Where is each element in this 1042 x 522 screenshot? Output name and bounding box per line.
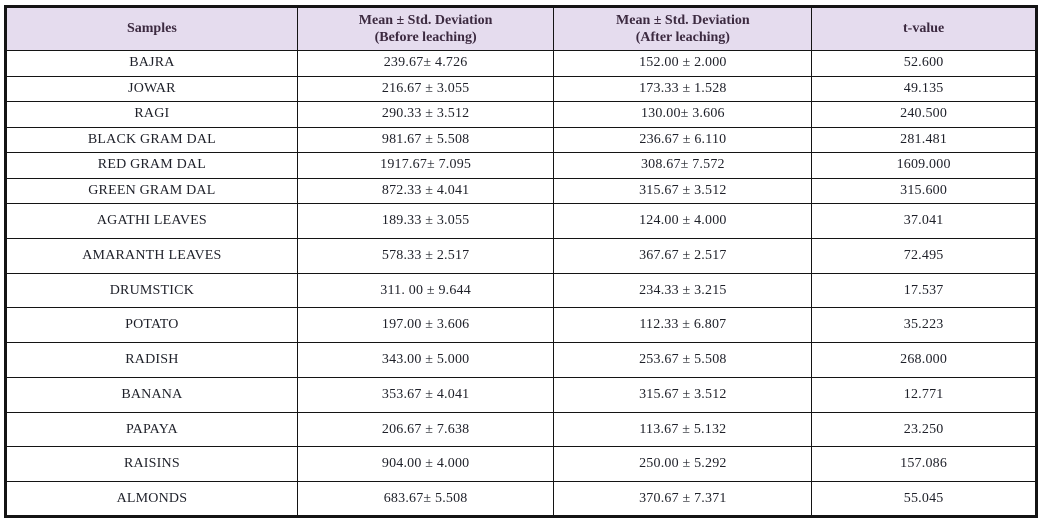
cell-t_value: 52.600	[811, 50, 1037, 77]
cell-t_value: 55.045	[811, 481, 1037, 517]
table-row: BLACK GRAM DAL 981.67 ± 5.508 236.67 ± 6.1…	[5, 126, 1037, 154]
cell-t_value: 1609.000	[811, 152, 1037, 179]
header-row: Samples Mean ± Std. Deviation (Before lea…	[5, 6, 1037, 51]
table-row: ALMONDS 683.67± 5.508 370.67 ± 7.371 55.045	[5, 481, 1037, 517]
cell-t_value: 37.041	[811, 203, 1037, 240]
cell-after: 370.67 ± 7.371	[553, 481, 813, 517]
cell-sample: POTATO	[5, 307, 298, 344]
cell-before: 904.00 ± 4.000	[296, 446, 555, 483]
table-row: RADISH 343.00 ± 5.000 253.67 ± 5.508 268.00…	[5, 342, 1037, 378]
cell-before: 1917.67± 7.095	[296, 152, 555, 179]
table-row: JOWAR 216.67 ± 3.055 173.33 ± 1.528 49.135	[5, 75, 1037, 103]
table-header: Samples Mean ± Std. Deviation (Before lea…	[5, 6, 1037, 51]
cell-before: 353.67 ± 4.041	[296, 376, 555, 413]
column-header-after: Mean ± Std. Deviation (After leaching)	[553, 6, 813, 51]
cell-t_value: 315.600	[811, 177, 1037, 205]
cell-t_value: 157.086	[811, 446, 1037, 483]
cell-before: 206.67 ± 7.638	[296, 411, 555, 448]
table-row: GREEN GRAM DAL 872.33 ± 4.041 315.67 ± 3.5…	[5, 177, 1037, 205]
cell-after: 315.67 ± 3.512	[553, 177, 813, 205]
table-row: RAGI 290.33 ± 3.512 130.00± 3.606 240.500	[5, 101, 1037, 128]
table-row: PAPAYA 206.67 ± 7.638 113.67 ± 5.132 23.250	[5, 411, 1037, 448]
cell-sample: AMARANTH LEAVES	[5, 238, 298, 274]
cell-after: 173.33 ± 1.528	[553, 75, 813, 103]
cell-after: 152.00 ± 2.000	[553, 50, 813, 77]
cell-before: 189.33 ± 3.055	[296, 203, 555, 240]
cell-before: 981.67 ± 5.508	[296, 126, 555, 154]
cell-after: 113.67 ± 5.132	[553, 411, 813, 448]
table-row: AGATHI LEAVES 189.33 ± 3.055 124.00 ± 4.00…	[5, 203, 1037, 240]
cell-t_value: 240.500	[811, 101, 1037, 128]
leaching-results-table: Samples Mean ± Std. Deviation (Before lea…	[4, 5, 1038, 518]
cell-sample: GREEN GRAM DAL	[5, 177, 298, 205]
cell-sample: RED GRAM DAL	[5, 152, 298, 179]
cell-t_value: 17.537	[811, 272, 1037, 309]
cell-after: 253.67 ± 5.508	[553, 342, 813, 378]
cell-sample: DRUMSTICK	[5, 272, 298, 309]
table-row: RED GRAM DAL 1917.67± 7.095 308.67± 7.572 1…	[5, 152, 1037, 179]
column-header-t_value: t-value	[811, 6, 1037, 51]
cell-sample: RAISINS	[5, 446, 298, 483]
cell-sample: BANANA	[5, 376, 298, 413]
column-header-before: Mean ± Std. Deviation (Before leaching)	[296, 6, 555, 51]
table-row: BANANA 353.67 ± 4.041 315.67 ± 3.512 12.771	[5, 376, 1037, 413]
cell-t_value: 23.250	[811, 411, 1037, 448]
cell-t_value: 35.223	[811, 307, 1037, 344]
cell-after: 250.00 ± 5.292	[553, 446, 813, 483]
table-row: DRUMSTICK 311. 00 ± 9.644 234.33 ± 3.215 17…	[5, 272, 1037, 309]
cell-after: 308.67± 7.572	[553, 152, 813, 179]
cell-after: 315.67 ± 3.512	[553, 376, 813, 413]
cell-sample: AGATHI LEAVES	[5, 203, 298, 240]
table-row: RAISINS 904.00 ± 4.000 250.00 ± 5.292 157.0…	[5, 446, 1037, 483]
cell-t_value: 12.771	[811, 376, 1037, 413]
cell-after: 112.33 ± 6.807	[553, 307, 813, 344]
cell-before: 578.33 ± 2.517	[296, 238, 555, 274]
table-row: POTATO 197.00 ± 3.606 112.33 ± 6.807 35.223	[5, 307, 1037, 344]
cell-before: 311. 00 ± 9.644	[296, 272, 555, 309]
cell-after: 236.67 ± 6.110	[553, 126, 813, 154]
cell-t_value: 281.481	[811, 126, 1037, 154]
table-body: BAJRA 239.67± 4.726 152.00 ± 2.000 52.600 JO…	[5, 50, 1037, 517]
cell-before: 197.00 ± 3.606	[296, 307, 555, 344]
cell-sample: BAJRA	[5, 50, 298, 77]
cell-after: 124.00 ± 4.000	[553, 203, 813, 240]
cell-after: 367.67 ± 2.517	[553, 238, 813, 274]
cell-after: 234.33 ± 3.215	[553, 272, 813, 309]
cell-t_value: 268.000	[811, 342, 1037, 378]
cell-before: 343.00 ± 5.000	[296, 342, 555, 378]
cell-after: 130.00± 3.606	[553, 101, 813, 128]
table-row: BAJRA 239.67± 4.726 152.00 ± 2.000 52.600	[5, 50, 1037, 77]
cell-t_value: 49.135	[811, 75, 1037, 103]
cell-sample: BLACK GRAM DAL	[5, 126, 298, 154]
cell-before: 290.33 ± 3.512	[296, 101, 555, 128]
column-header-sample: Samples	[5, 6, 298, 51]
table-row: AMARANTH LEAVES 578.33 ± 2.517 367.67 ± 2.…	[5, 238, 1037, 274]
cell-t_value: 72.495	[811, 238, 1037, 274]
cell-before: 872.33 ± 4.041	[296, 177, 555, 205]
cell-sample: RADISH	[5, 342, 298, 378]
cell-sample: ALMONDS	[5, 481, 298, 517]
cell-before: 216.67 ± 3.055	[296, 75, 555, 103]
cell-sample: PAPAYA	[5, 411, 298, 448]
cell-sample: RAGI	[5, 101, 298, 128]
cell-before: 683.67± 5.508	[296, 481, 555, 517]
cell-before: 239.67± 4.726	[296, 50, 555, 77]
cell-sample: JOWAR	[5, 75, 298, 103]
